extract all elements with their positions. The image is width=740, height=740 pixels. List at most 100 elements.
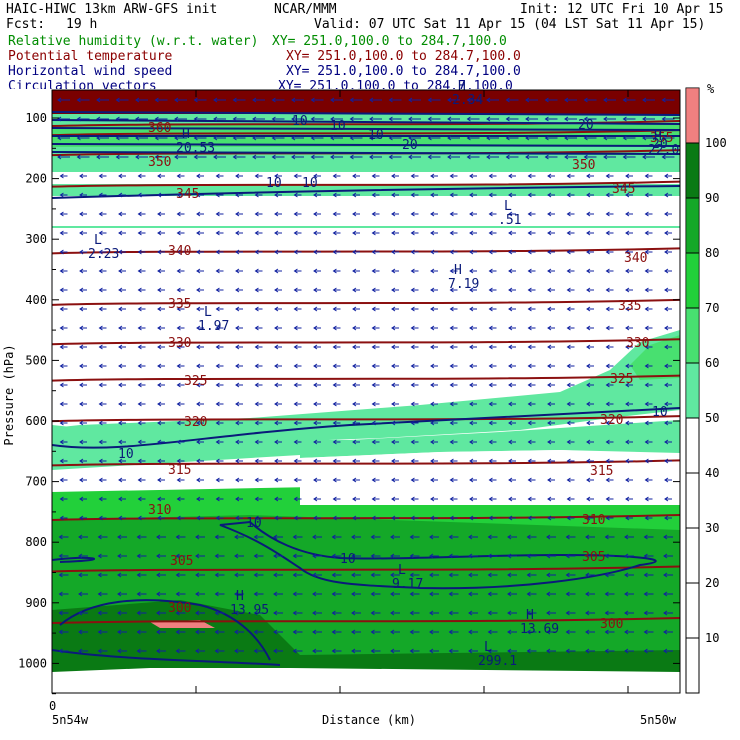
wind-vector: [274, 515, 282, 521]
wind-vector: [254, 515, 263, 521]
wind-vector: [371, 515, 380, 521]
wind-vector: [57, 135, 70, 141]
wind-vector: [564, 135, 577, 141]
wind-vector: [174, 97, 187, 103]
y-tick-label-800: 800: [25, 535, 47, 549]
wind-vector: [293, 420, 302, 426]
wind-vector: [427, 135, 441, 141]
wind-vector: [605, 230, 614, 236]
x-endpoint-right: 5n50w: [640, 713, 677, 727]
wind-vector: [176, 230, 185, 236]
wind-vector: [527, 192, 536, 198]
wind-vector: [390, 553, 400, 559]
wind-vector: [79, 363, 87, 369]
wind-vector: [624, 648, 634, 654]
wind-vector: [332, 496, 341, 502]
wind-vector: [624, 534, 634, 540]
wind-vector: [643, 553, 654, 559]
wind-vector: [176, 363, 185, 369]
wind-vector: [527, 439, 536, 445]
wind-vector: [117, 629, 127, 635]
wind-vector: [234, 591, 244, 597]
wind-vector: [136, 629, 147, 635]
theta-contour-340: [52, 247, 680, 255]
wind-vector: [508, 515, 516, 521]
wind-label-2: 10: [368, 128, 384, 143]
wind-vector: [644, 344, 653, 350]
wind-vector: [430, 477, 438, 483]
wind-vector: [586, 249, 594, 255]
wind-vector: [313, 382, 321, 388]
colorbar-label-40: 40: [705, 466, 719, 480]
wind-vector: [449, 439, 458, 445]
wind-vector: [215, 439, 224, 445]
wind-vector: [488, 325, 497, 331]
wind-vector: [564, 116, 577, 122]
wind-vector: [59, 439, 68, 445]
wind-vector: [508, 230, 516, 236]
wind-vector: [253, 610, 264, 616]
wind-vector: [117, 534, 127, 540]
wind-vector: [625, 306, 633, 312]
wind-vector: [58, 591, 69, 597]
theta-label-325: 325: [184, 374, 207, 389]
wind-vector: [293, 515, 302, 521]
wind-vector: [96, 154, 109, 160]
wind-vector: [135, 97, 148, 103]
wind-vector: [157, 287, 165, 293]
wind-vector: [176, 401, 185, 407]
wind-vector: [644, 496, 653, 502]
wind-vector: [527, 268, 536, 274]
wind-vector: [118, 173, 126, 179]
wind-vector: [195, 629, 205, 635]
wind-vector: [371, 344, 380, 350]
wind-vector: [310, 154, 324, 160]
plot-frame: [51, 89, 681, 694]
wind-vector: [391, 458, 399, 464]
wind-vector: [448, 610, 459, 616]
wind-vector: [137, 382, 146, 388]
wind-vector: [585, 591, 595, 597]
colorbar-label-10: 10: [705, 631, 719, 645]
wind-vector: [644, 268, 653, 274]
wind-vector: [76, 135, 90, 141]
wind-vector: [196, 344, 204, 350]
wind-vector: [625, 439, 633, 445]
wind-vector: [644, 401, 653, 407]
wind-vector: [273, 553, 283, 559]
wind-vector: [274, 477, 282, 483]
wind-vector: [174, 154, 187, 160]
wind-vector: [586, 439, 594, 445]
wind-vector: [469, 363, 477, 369]
wind-vector: [157, 420, 165, 426]
theta-label-345: 345: [612, 182, 635, 197]
wind-vector: [371, 173, 380, 179]
wind-vector: [566, 249, 575, 255]
wind-vector: [527, 382, 536, 388]
wind-vector: [565, 648, 576, 654]
wind-vector: [586, 325, 594, 331]
wind-vector: [214, 553, 225, 559]
wind-vector: [274, 211, 282, 217]
wind-vector: [57, 116, 70, 122]
wind-vector: [583, 135, 597, 141]
wind-vector: [449, 287, 458, 293]
wind-vector: [98, 401, 107, 407]
wind-vector: [331, 572, 342, 578]
wind-vector: [313, 496, 321, 502]
wind-vector: [274, 382, 282, 388]
wind-vector: [78, 629, 88, 635]
wind-vector: [59, 458, 68, 464]
wind-vector: [176, 192, 185, 198]
wind-vector: [274, 287, 282, 293]
wind-vector: [157, 363, 165, 369]
wind-vector: [371, 287, 380, 293]
wind-vector: [547, 173, 555, 179]
wind-vector: [312, 572, 322, 578]
wind-vector: [312, 610, 322, 616]
wind-vector: [157, 439, 165, 445]
colorbar-swatch-70: [685, 252, 700, 309]
wind-vector: [215, 496, 224, 502]
wind-vector: [215, 192, 224, 198]
wind-vector: [274, 458, 282, 464]
